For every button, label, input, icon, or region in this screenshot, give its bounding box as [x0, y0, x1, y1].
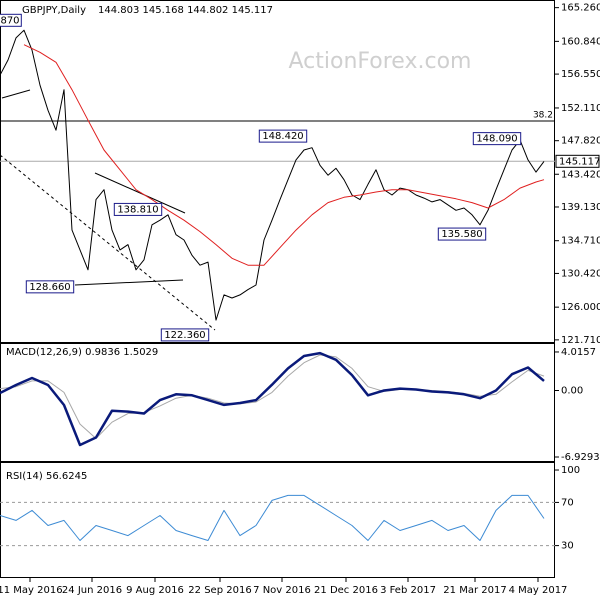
chart-title: GBPJPY,Daily	[22, 5, 86, 16]
series-line	[23, 44, 545, 266]
trendline	[74, 279, 184, 286]
y-tick-label: 100	[561, 465, 580, 476]
series-line	[0, 354, 545, 439]
annotation-label: 138.810	[117, 204, 158, 215]
y-tick-label: 126.000	[561, 302, 600, 313]
y-tick-label: 70	[561, 497, 574, 508]
y-tick-label: 4.0157	[561, 347, 596, 358]
x-tick-label: 7 Nov 2016	[253, 585, 311, 596]
annotation-box	[25, 280, 75, 294]
rsi-title: RSI(14) 56.6245	[6, 471, 87, 482]
x-tick-label: 3 Feb 2017	[380, 585, 436, 596]
annotation-box	[472, 132, 522, 146]
x-tick-label: 22 Sep 2016	[188, 585, 251, 596]
y-tick-label: 139.130	[561, 202, 600, 213]
level-label: 38.2	[533, 111, 553, 121]
y-tick-label: 147.820	[561, 136, 600, 147]
annotation-label: 148.420	[262, 131, 303, 142]
series-line	[0, 494, 545, 541]
annotation-label: 122.360	[164, 330, 205, 341]
watermark: ActionForex.com	[289, 49, 472, 74]
y-tick-label: 156.550	[561, 69, 600, 80]
x-tick-label: 9 Aug 2016	[126, 585, 184, 596]
series-line	[0, 29, 545, 321]
y-tick-label: 121.710	[561, 335, 600, 346]
y-tick-label: -6.9293	[561, 452, 600, 463]
annotation-label: 148.090	[476, 134, 517, 145]
trendline	[1, 89, 31, 99]
annotation-box	[437, 227, 487, 241]
annotation-label: 870	[0, 15, 19, 26]
price-panel	[0, 0, 555, 343]
trendline	[0, 154, 216, 331]
series-line	[0, 351, 545, 447]
y-tick-label: 130.420	[561, 268, 600, 279]
y-tick-label: 0.00	[561, 386, 583, 397]
trendline	[94, 172, 186, 214]
y-tick-label: 160.840	[561, 36, 600, 47]
x-tick-label: 4 May 2017	[509, 585, 568, 596]
current-label: 145.117	[559, 156, 600, 167]
y-tick-label: 152.110	[561, 103, 600, 114]
y-tick-label: 30	[561, 541, 574, 552]
x-tick-label: 24 Jun 2016	[62, 585, 122, 596]
annotation-label: 128.660	[29, 282, 70, 293]
x-tick-label: 21 Mar 2017	[443, 585, 506, 596]
annotation-box	[160, 328, 210, 342]
y-tick-label: 134.710	[561, 236, 600, 247]
macd-panel	[0, 343, 555, 462]
y-tick-label: 143.420	[561, 169, 600, 180]
macd-title: MACD(12,26,9) 0.9836 1.5029	[6, 347, 158, 358]
rsi-panel	[0, 462, 555, 578]
x-tick-label: 11 May 2016	[0, 585, 63, 596]
annotation-box	[0, 13, 22, 27]
current-box	[555, 154, 600, 168]
ohlc-values: 144.803 145.168 144.802 145.117	[98, 5, 273, 16]
annotation-box	[258, 129, 308, 143]
y-tick-label: 165.260	[561, 3, 600, 14]
annotation-box	[113, 202, 163, 216]
x-tick-label: 21 Dec 2016	[314, 585, 378, 596]
annotation-label: 135.580	[441, 229, 482, 240]
